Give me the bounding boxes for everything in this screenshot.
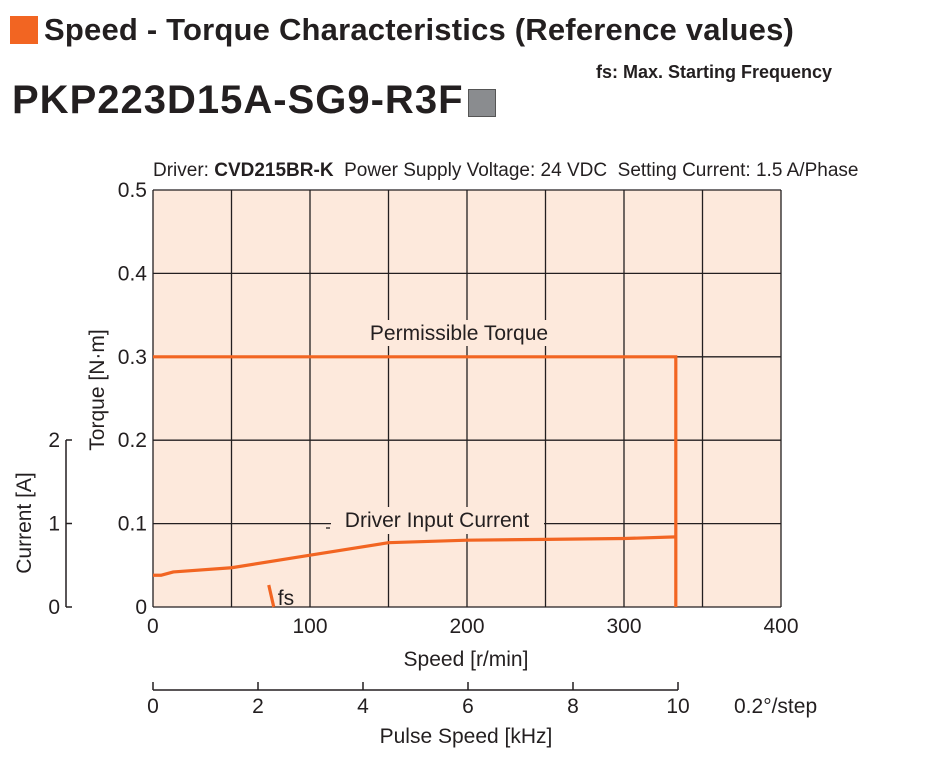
permissible-torque-label-bg [356,320,562,346]
x-tick-label: 300 [606,615,641,638]
x2-tick-label: 8 [567,695,579,718]
y-tick-label: 0.4 [118,262,148,285]
driver-input-current-line [153,535,676,577]
fs-label: fs [278,587,294,610]
x-tick-label: 200 [449,615,484,638]
x2-tick-label: 2 [252,695,264,718]
model-heading: PKP223D15A-SG9-R3F [12,78,496,123]
y2-axis-label: Current [A] [13,472,36,574]
y-tick-label: 0.1 [118,513,147,536]
model-name: PKP223D15A-SG9-R3F [12,78,464,122]
y-tick-label: 0.3 [118,346,147,369]
x-tick-label: 100 [292,615,327,638]
y-tick-label: 0.2 [118,429,147,452]
x-tick-label: 0 [147,615,159,638]
main-title: Speed - Torque Characteristics (Referenc… [10,10,794,50]
driver-name: CVD215BR-K [214,160,334,181]
y-tick-label: 0 [135,596,147,619]
conditions-text: Driver: CVD215BR-K Power Supply Voltage:… [153,160,858,181]
y2-tick-label: 2 [48,429,60,452]
x2-tick-label: 0 [147,695,159,718]
current-label-bg [331,507,544,534]
conditions-rest: Power Supply Voltage: 24 VDC Setting Cur… [334,160,859,181]
main-title-text: Speed - Torque Characteristics (Referenc… [44,12,795,47]
series-layer: Permissible Torque Driver Input Current fs [153,320,678,610]
permissible-torque-line [153,355,678,607]
x-tick-label: 400 [763,615,798,638]
y-tick-label: 0.5 [118,179,147,202]
permissible-torque-label: Permissible Torque [370,322,548,345]
fs-marker [267,584,276,608]
x2-tick-label: 10 [666,695,689,718]
x2-tick-label: 6 [462,695,474,718]
fs-note: fs: Max. Starting Frequency [596,62,833,82]
x2-axis-label: Pulse Speed [kHz] [380,725,553,748]
x2-tick-label: 4 [357,695,369,718]
model-square-icon [467,88,496,117]
y2-tick-label: 0 [48,596,60,619]
y-axis-label: Torque [N·m] [86,329,109,450]
driver-prefix: Driver: [153,160,214,181]
x-axis-label: Speed [r/min] [404,648,529,671]
x2-unit-label: 0.2°/step [734,695,817,718]
driver-input-current-label: Driver Input Current [345,509,530,532]
title-square-icon [10,16,38,44]
y2-tick-label: 1 [48,513,60,536]
